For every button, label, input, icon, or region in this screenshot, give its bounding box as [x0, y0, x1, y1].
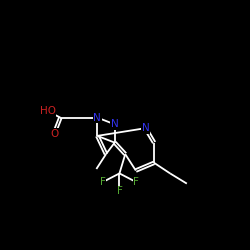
Text: N: N: [142, 123, 149, 133]
Text: O: O: [50, 129, 58, 139]
Text: F: F: [116, 186, 122, 196]
Text: N: N: [111, 119, 118, 129]
Text: F: F: [133, 177, 139, 187]
Text: N: N: [94, 112, 101, 122]
Text: HO: HO: [40, 106, 56, 116]
Text: F: F: [100, 177, 106, 187]
